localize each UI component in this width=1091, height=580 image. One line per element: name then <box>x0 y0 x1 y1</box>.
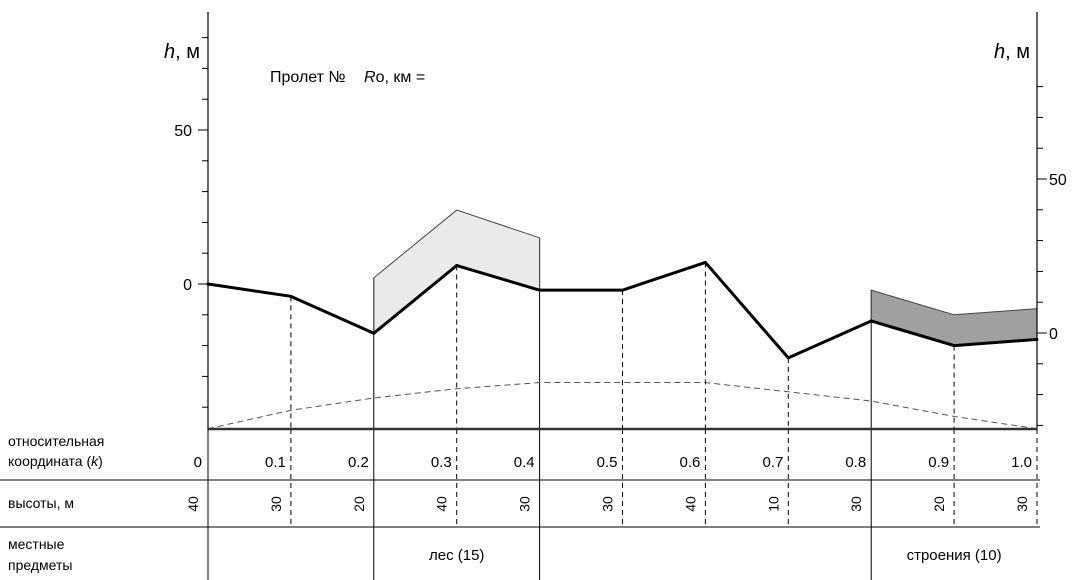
vertical-gridlines <box>290 237 1038 580</box>
row-label-coordinate: относительная координата (k) <box>8 433 108 469</box>
span-title-r-symbol: R <box>364 69 376 86</box>
terrain-point <box>621 288 624 292</box>
row-label-heights: высоты, м <box>8 495 74 511</box>
span-title-r-sub: o <box>376 69 385 86</box>
row-label-coordinate-k: k <box>91 453 99 469</box>
left-tick-label: 50 <box>174 123 192 140</box>
height-value: 20 <box>931 496 947 512</box>
span-title-r-suffix: , км = <box>385 69 426 86</box>
left-axis-ticks: 0 50 <box>174 37 208 408</box>
height-value: 40 <box>185 496 201 512</box>
row-label-objects: местные предметы <box>8 536 72 573</box>
right-tick-label: 0 <box>1049 326 1058 343</box>
objects-row: лес (15) строения (10) <box>429 547 1002 564</box>
row-label-objects-line1: местные <box>8 536 65 552</box>
heights-row: 40 30 20 40 30 30 40 10 30 20 30 <box>185 496 1030 512</box>
row-label-coordinate-line1: относительная <box>8 433 104 449</box>
coordinate-value: 0.7 <box>762 454 783 471</box>
height-value: 30 <box>517 496 533 512</box>
left-axis: 0 50 h, м <box>164 12 209 430</box>
earth-curvature <box>207 382 1038 430</box>
coordinate-value: 1.0 <box>1011 454 1032 471</box>
height-value: 20 <box>351 496 367 512</box>
right-axis: 0 50 h, м <box>994 12 1067 430</box>
coordinate-value: 0.3 <box>431 454 452 471</box>
right-axis-ticks: 0 50 <box>1037 86 1067 426</box>
row-label-coordinate-post: ) <box>98 453 103 469</box>
height-value: 30 <box>848 496 864 512</box>
table: относительная координата (k) высоты, м м… <box>0 429 1040 580</box>
terrain-point <box>786 356 790 360</box>
right-axis-label: h, м <box>994 41 1030 63</box>
height-value: 40 <box>682 496 698 512</box>
right-axis-symbol: h <box>994 41 1005 63</box>
terrain-point <box>952 344 956 348</box>
coordinate-value: 0 <box>194 454 202 471</box>
object-area <box>870 289 1038 347</box>
coordinate-value: 0.9 <box>928 454 949 471</box>
coordinate-value: 0.6 <box>680 454 701 471</box>
left-axis-unit: , м <box>175 41 200 63</box>
coordinate-row: 0 0.1 0.2 0.3 0.4 0.5 0.6 0.7 0.8 0.9 1.0 <box>194 454 1032 471</box>
object-label: строения (10) <box>907 547 1002 564</box>
terrain-point <box>538 288 542 292</box>
terrain-point <box>289 294 293 298</box>
row-label-coordinate-pre: координата ( <box>8 453 91 469</box>
right-tick-label: 50 <box>1049 172 1067 189</box>
left-tick-label: 0 <box>183 277 192 294</box>
height-value: 40 <box>434 496 450 512</box>
left-axis-symbol: h <box>164 41 175 63</box>
left-axis-label: h, м <box>164 41 200 63</box>
coordinate-value: 0.1 <box>265 454 286 471</box>
span-title: Пролет № Ro, км = <box>270 69 425 86</box>
span-title-prefix: Пролет № <box>270 69 346 86</box>
terrain-point <box>703 260 707 264</box>
height-value: 30 <box>268 496 284 512</box>
height-value: 30 <box>1014 496 1030 512</box>
object-label: лес (15) <box>429 547 484 564</box>
right-axis-unit: , м <box>1005 41 1030 63</box>
height-value: 10 <box>765 496 781 512</box>
coordinate-value: 0.4 <box>514 454 535 471</box>
terrain-point <box>869 319 873 323</box>
row-label-coordinate-line2: координата (k) <box>8 453 103 469</box>
terrain-point <box>455 264 459 268</box>
coordinate-value: 0.5 <box>597 454 618 471</box>
height-value: 30 <box>600 496 616 512</box>
row-label-objects-line2: предметы <box>8 557 72 573</box>
terrain-point <box>372 331 376 335</box>
coordinate-value: 0.8 <box>845 454 866 471</box>
coordinate-value: 0.2 <box>348 454 369 471</box>
earth-curvature-line <box>207 382 1038 430</box>
object-areas <box>373 209 1038 347</box>
